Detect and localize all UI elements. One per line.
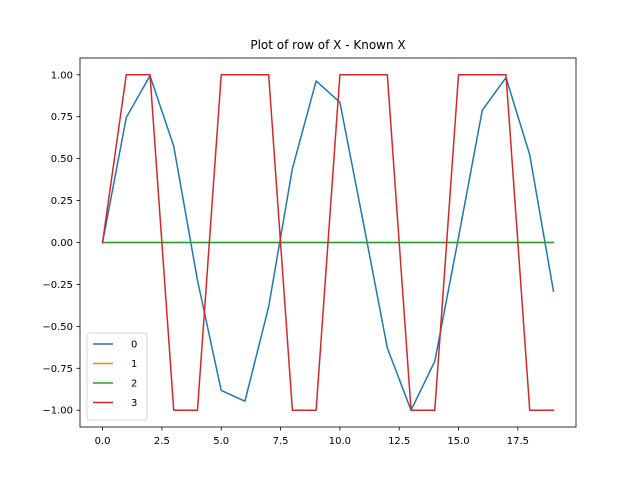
y-tick-label: 0.00	[51, 238, 73, 249]
x-tick-label: 15.0	[447, 436, 469, 447]
x-tick-label: 7.5	[273, 436, 289, 447]
y-axis: −1.00 −0.75 −0.50 −0.25 0.00 0.25 0.50 0.75 1.00	[42, 70, 80, 417]
y-tick-label: −0.25	[42, 280, 73, 291]
legend-label-0: 0	[131, 340, 137, 351]
legend: 0 1 2 3	[86, 332, 148, 421]
legend-box	[86, 332, 148, 421]
x-tick-label: 10.0	[329, 436, 351, 447]
x-tick-label: 12.5	[388, 436, 410, 447]
x-tick-label: 17.5	[507, 436, 529, 447]
y-tick-label: −0.50	[42, 322, 73, 333]
legend-label-3: 3	[131, 398, 137, 409]
series-line-3	[101, 74, 555, 411]
x-tick-label: 2.5	[154, 436, 170, 447]
x-axis: 0.0 2.5 5.0 7.5 10.0 12.5 15.0 17.5	[95, 427, 529, 447]
y-tick-label: 0.75	[51, 112, 73, 123]
chart-title: Plot of row of X - Known X	[250, 38, 405, 52]
y-tick-label: −0.75	[42, 364, 73, 375]
x-tick-label: 5.0	[213, 436, 229, 447]
y-tick-label: 0.50	[51, 154, 73, 165]
y-tick-label: 0.25	[51, 196, 73, 207]
series-line-0	[101, 75, 555, 411]
x-tick-label: 0.0	[95, 436, 111, 447]
y-tick-label: −1.00	[42, 406, 73, 417]
y-tick-label: 1.00	[51, 70, 73, 81]
legend-label-2: 2	[131, 379, 137, 390]
series-layer	[101, 74, 555, 411]
legend-label-1: 1	[131, 359, 137, 370]
